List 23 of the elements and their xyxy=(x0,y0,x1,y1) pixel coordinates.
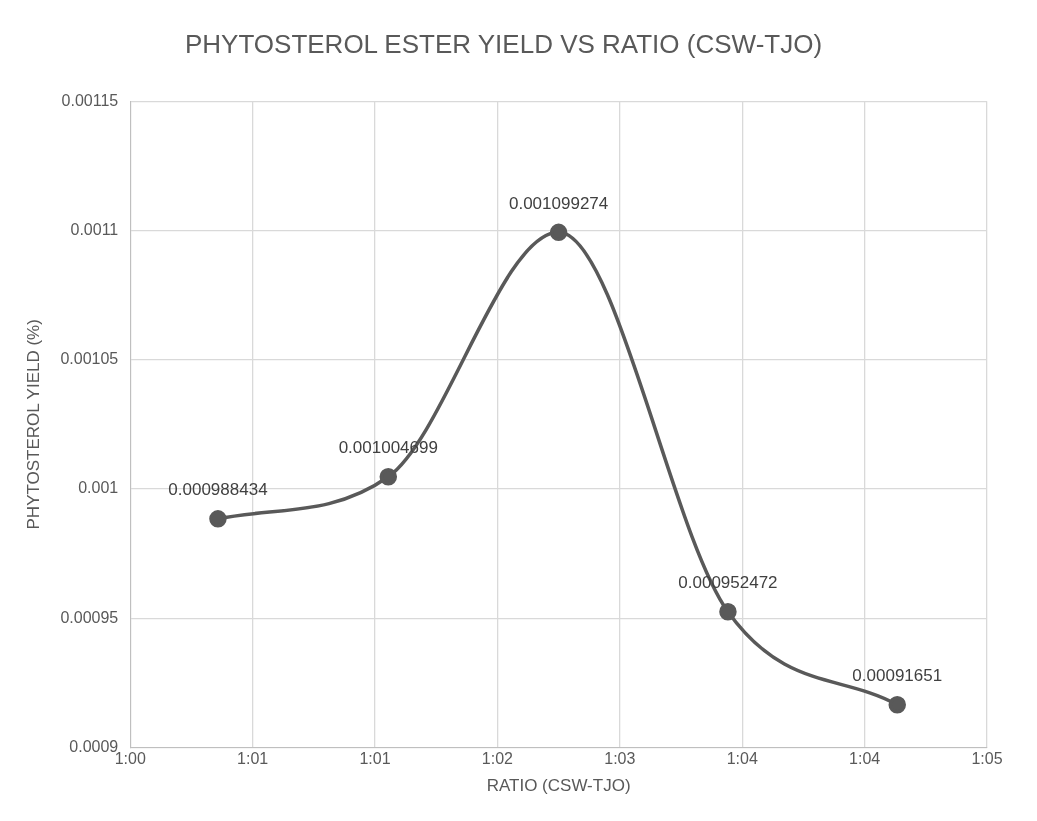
x-tick-label: 1:05 xyxy=(971,750,1003,768)
y-tick-label: 0.0011 xyxy=(70,220,119,238)
y-tick-label: 0.00105 xyxy=(60,350,119,368)
x-tick-label: 1:03 xyxy=(604,750,636,768)
y-tick-label: 0.001 xyxy=(78,479,119,497)
point xyxy=(209,510,227,528)
y-axis-title: PHYTOSTEROL YIELD (%) xyxy=(23,319,43,530)
chart-title: PHYTOSTEROL ESTER YIELD VS RATIO (CSW-TJO) xyxy=(184,28,823,59)
data-label: 0.000988434 xyxy=(168,480,268,499)
y-tick-label: 0.00115 xyxy=(61,91,119,109)
data-label: 0.00091651 xyxy=(852,665,943,685)
x-tick-label: 1:01 xyxy=(359,750,391,768)
x-tick-label: 1:04 xyxy=(849,750,881,768)
x-tick-label: 1:02 xyxy=(481,750,514,768)
x-axis-title: RATIO (CSW-TJO) xyxy=(486,776,631,796)
y-tick-label: 0.00095 xyxy=(60,608,119,626)
point xyxy=(888,695,906,714)
data-label: 0.001099274 xyxy=(508,193,609,213)
point xyxy=(719,603,737,621)
x-tick-label: 1:01 xyxy=(237,750,269,768)
point xyxy=(549,223,568,242)
x-tick-label: 1:04 xyxy=(726,750,758,768)
point xyxy=(379,468,398,486)
